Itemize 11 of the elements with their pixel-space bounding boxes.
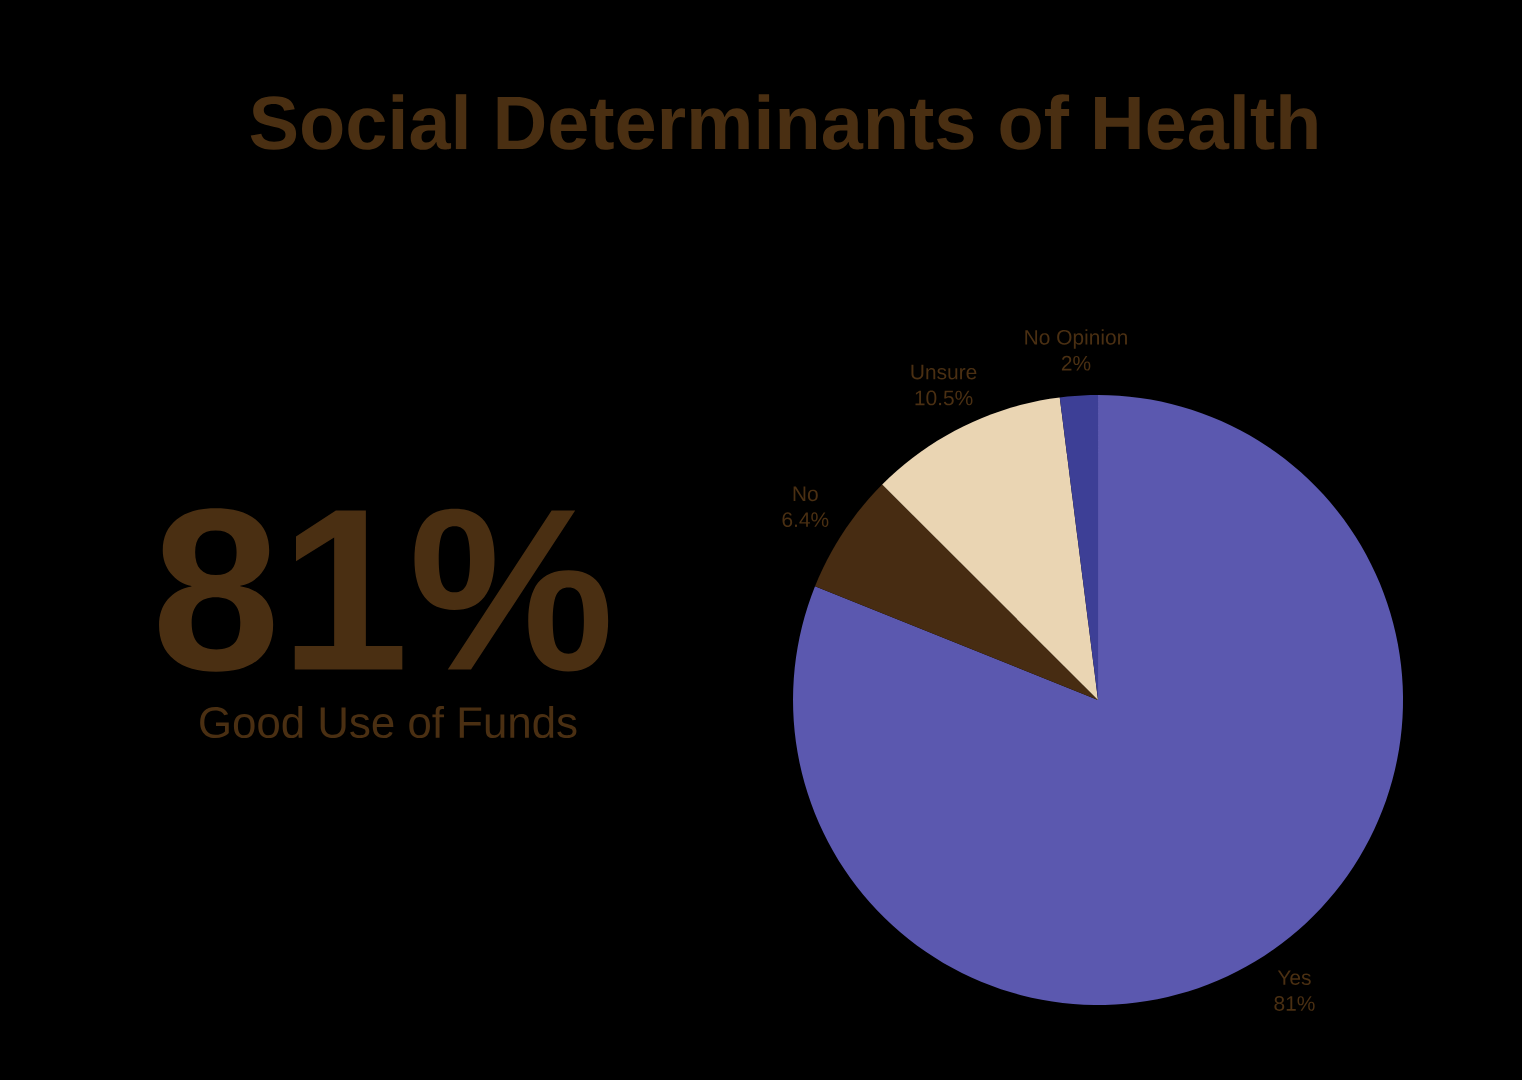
slice-label: No Opinion (1025, 329, 1127, 349)
slice-label: No (793, 486, 818, 502)
data-label: 6.4% (782, 512, 829, 528)
data-label: 81% (1274, 996, 1315, 1011)
chart-title: Social Determinants of Health (250, 94, 1317, 150)
text: Good Use of Funds (200, 705, 577, 739)
slice-label: Unsure (911, 364, 977, 380)
data-label: 10.5% (915, 390, 973, 406)
text: 81% (159, 508, 609, 672)
slice-label: Yes (1277, 970, 1311, 985)
data-label: 2% (1061, 355, 1091, 371)
